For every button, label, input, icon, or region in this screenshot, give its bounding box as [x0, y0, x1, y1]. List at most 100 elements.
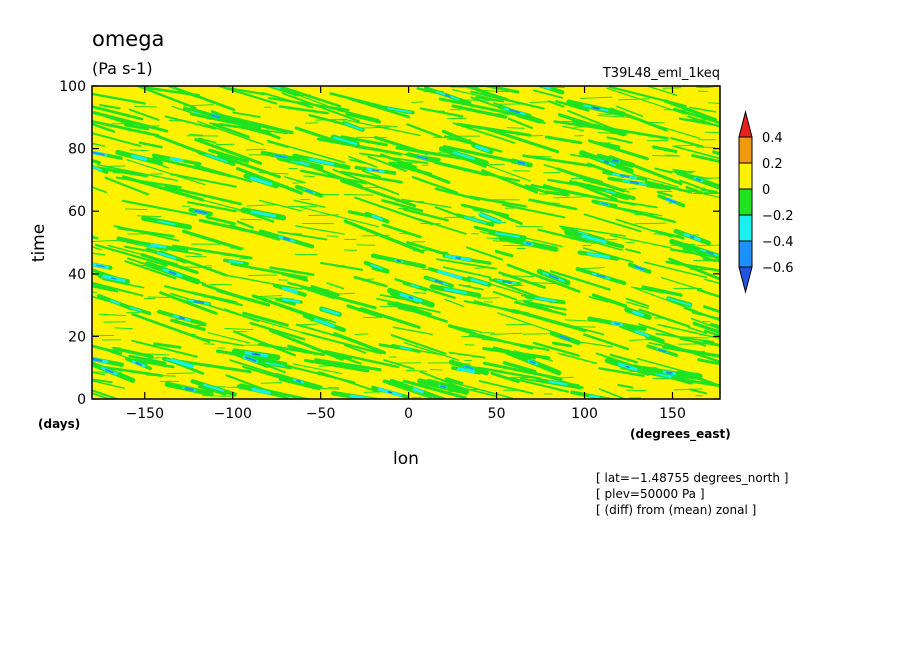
omega-streak	[398, 162, 413, 165]
omega-streak	[682, 247, 717, 263]
omega-streak	[245, 148, 267, 151]
omega-streak	[92, 186, 108, 194]
omega-streak	[511, 308, 587, 333]
y-tick-label: 0	[77, 392, 86, 408]
omega-streak	[437, 269, 463, 280]
omega-streak	[632, 310, 644, 317]
omega-streak	[292, 363, 343, 375]
omega-streak	[362, 170, 381, 178]
omega-streak	[96, 264, 105, 268]
omega-streak	[534, 296, 556, 303]
omega-streak	[452, 151, 475, 160]
omega-streak	[198, 137, 217, 144]
omega-streak	[303, 175, 315, 177]
omega-streak	[416, 155, 428, 160]
omega-streak	[706, 251, 714, 255]
omega-streak	[477, 297, 500, 299]
omega-streak	[583, 333, 630, 351]
omega-streak	[703, 305, 720, 314]
omega-streak	[494, 249, 514, 258]
omega-streak	[343, 194, 374, 196]
omega-streak	[277, 230, 328, 241]
omega-streak	[141, 353, 170, 356]
omega-streak	[126, 159, 206, 186]
omega-streak	[625, 365, 630, 368]
omega-streak	[598, 367, 645, 378]
colorbar-label: −0.4	[762, 235, 794, 250]
omega-streak	[611, 194, 629, 201]
omega-streak	[559, 335, 571, 341]
omega-streak	[184, 255, 207, 258]
omega-streak	[442, 266, 492, 279]
colorbar-label: 0	[762, 183, 770, 198]
x-tick-label: 150	[659, 406, 686, 422]
omega-streak	[643, 261, 708, 279]
omega-streak	[406, 123, 443, 139]
omega-streak	[655, 332, 715, 343]
omega-streak	[208, 148, 249, 164]
omega-streak	[92, 389, 121, 399]
omega-streak	[463, 86, 502, 100]
omega-streak	[412, 387, 424, 394]
omega-streak	[679, 338, 720, 347]
omega-streak	[207, 332, 251, 344]
x-axis-unit: (degrees_east)	[630, 427, 731, 442]
omega-streak	[689, 235, 695, 239]
omega-streak	[593, 107, 599, 110]
omega-streak	[92, 378, 113, 384]
omega-streak	[685, 185, 704, 194]
omega-streak	[673, 107, 720, 125]
omega-streak	[606, 136, 633, 144]
omega-streak	[501, 203, 566, 219]
omega-streak	[150, 243, 167, 249]
omega-streak	[326, 282, 345, 290]
omega-streak	[92, 371, 106, 376]
omega-streak	[634, 265, 645, 271]
omega-streak	[92, 119, 160, 137]
omega-streak	[186, 201, 237, 213]
omega-streak	[245, 356, 257, 362]
omega-streak	[348, 97, 411, 119]
omega-streak	[387, 391, 393, 394]
omega-streak	[381, 199, 424, 213]
omega-streak	[146, 374, 176, 377]
omega-streak	[411, 175, 459, 194]
omega-streak	[531, 282, 562, 285]
omega-streak	[184, 266, 213, 269]
omega-streak	[308, 214, 339, 216]
omega-streak	[92, 245, 102, 251]
omega-streak	[199, 337, 245, 347]
omega-streak	[299, 206, 379, 228]
omega-streak	[626, 301, 649, 309]
omega-streak	[442, 145, 519, 164]
omega-streak	[396, 260, 401, 262]
omega-streak	[326, 235, 339, 237]
omega-streak	[402, 379, 467, 399]
omega-streak	[522, 155, 552, 158]
omega-streak	[134, 86, 197, 110]
omega-streak	[629, 338, 656, 341]
omega-streak	[683, 307, 720, 322]
omega-streak	[525, 242, 532, 245]
omega-streak	[124, 260, 177, 280]
omega-streak	[92, 122, 116, 133]
colorbar-label: −0.6	[762, 261, 794, 276]
omega-streak	[257, 343, 325, 357]
omega-streak	[510, 377, 569, 393]
omega-streak	[215, 349, 234, 356]
omega-streak	[333, 136, 358, 145]
omega-streak	[492, 290, 517, 301]
omega-streak	[314, 358, 382, 372]
omega-streak	[507, 117, 534, 130]
omega-streak	[460, 203, 510, 218]
omega-streak	[305, 122, 319, 124]
omega-streak	[387, 302, 405, 308]
omega-streak	[230, 262, 308, 279]
omega-streak	[367, 155, 407, 172]
omega-streak	[697, 288, 720, 299]
omega-streak	[405, 369, 428, 372]
omega-streak	[249, 176, 273, 186]
omega-streak	[294, 126, 337, 143]
omega-streak	[537, 228, 589, 243]
omega-streak	[689, 388, 708, 395]
